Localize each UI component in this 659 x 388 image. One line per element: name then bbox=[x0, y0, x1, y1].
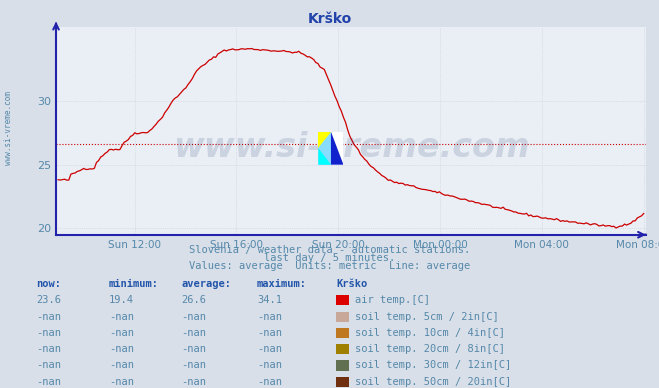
Polygon shape bbox=[318, 132, 331, 165]
Text: -nan: -nan bbox=[181, 360, 206, 371]
Text: Values: average  Units: metric  Line: average: Values: average Units: metric Line: aver… bbox=[189, 261, 470, 271]
Text: -nan: -nan bbox=[257, 360, 282, 371]
Text: soil temp. 10cm / 4in[C]: soil temp. 10cm / 4in[C] bbox=[355, 328, 505, 338]
Text: -nan: -nan bbox=[257, 328, 282, 338]
Text: Krško: Krško bbox=[307, 12, 352, 26]
Text: -nan: -nan bbox=[36, 328, 61, 338]
Text: minimum:: minimum: bbox=[109, 279, 159, 289]
Text: average:: average: bbox=[181, 279, 231, 289]
Text: -nan: -nan bbox=[109, 360, 134, 371]
Text: -nan: -nan bbox=[181, 344, 206, 354]
Text: -nan: -nan bbox=[181, 328, 206, 338]
Text: -nan: -nan bbox=[36, 344, 61, 354]
Text: -nan: -nan bbox=[257, 312, 282, 322]
Text: -nan: -nan bbox=[109, 312, 134, 322]
Text: 23.6: 23.6 bbox=[36, 295, 61, 305]
Text: -nan: -nan bbox=[109, 377, 134, 387]
Text: -nan: -nan bbox=[36, 360, 61, 371]
Text: last day / 5 minutes.: last day / 5 minutes. bbox=[264, 253, 395, 263]
Text: 34.1: 34.1 bbox=[257, 295, 282, 305]
Text: -nan: -nan bbox=[257, 377, 282, 387]
Text: -nan: -nan bbox=[36, 312, 61, 322]
Text: 19.4: 19.4 bbox=[109, 295, 134, 305]
Text: maximum:: maximum: bbox=[257, 279, 307, 289]
Polygon shape bbox=[318, 148, 331, 165]
Text: Slovenia / weather data - automatic stations.: Slovenia / weather data - automatic stat… bbox=[189, 245, 470, 255]
Text: soil temp. 20cm / 8in[C]: soil temp. 20cm / 8in[C] bbox=[355, 344, 505, 354]
Text: www.si-vreme.com: www.si-vreme.com bbox=[173, 131, 529, 164]
Polygon shape bbox=[331, 132, 343, 165]
Text: soil temp. 5cm / 2in[C]: soil temp. 5cm / 2in[C] bbox=[355, 312, 498, 322]
Text: -nan: -nan bbox=[257, 344, 282, 354]
Text: www.si-vreme.com: www.si-vreme.com bbox=[4, 91, 13, 165]
Text: -nan: -nan bbox=[109, 328, 134, 338]
Text: -nan: -nan bbox=[181, 312, 206, 322]
Text: soil temp. 50cm / 20in[C]: soil temp. 50cm / 20in[C] bbox=[355, 377, 511, 387]
Text: soil temp. 30cm / 12in[C]: soil temp. 30cm / 12in[C] bbox=[355, 360, 511, 371]
Text: -nan: -nan bbox=[109, 344, 134, 354]
Text: Krško: Krško bbox=[336, 279, 367, 289]
Text: air temp.[C]: air temp.[C] bbox=[355, 295, 430, 305]
Text: -nan: -nan bbox=[181, 377, 206, 387]
Text: 26.6: 26.6 bbox=[181, 295, 206, 305]
Text: now:: now: bbox=[36, 279, 61, 289]
Polygon shape bbox=[318, 132, 331, 148]
Text: -nan: -nan bbox=[36, 377, 61, 387]
